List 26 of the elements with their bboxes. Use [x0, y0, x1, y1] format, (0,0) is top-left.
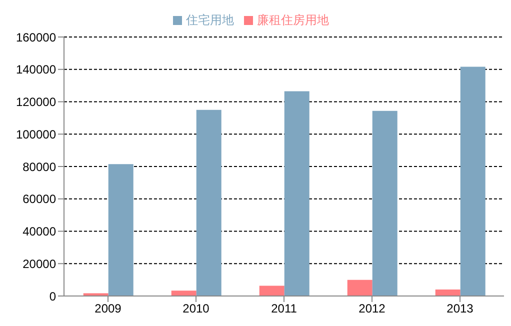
bar — [347, 280, 372, 296]
y-tick-label: 40000 — [22, 224, 56, 239]
bar — [435, 290, 460, 296]
bar — [171, 290, 196, 296]
x-tick-label: 2011 — [271, 302, 298, 316]
bar — [196, 110, 222, 296]
bar — [108, 164, 134, 296]
bar — [259, 286, 284, 296]
y-tick-label: 160000 — [16, 30, 56, 44]
legend-label: 住宅用地 — [186, 13, 234, 27]
bar — [460, 66, 486, 296]
x-tick-label: 2013 — [446, 302, 474, 316]
y-tick-label: 60000 — [22, 192, 56, 206]
bar — [284, 91, 310, 296]
x-tick-label: 2010 — [182, 302, 210, 316]
y-tick-label: 80000 — [22, 160, 56, 174]
x-tick-label: 2009 — [94, 302, 122, 316]
y-tick-label: 140000 — [16, 62, 56, 77]
y-tick-label: 0 — [49, 289, 56, 304]
y-tick-label: 120000 — [16, 95, 56, 110]
bar — [83, 293, 108, 296]
y-tick-label: 20000 — [22, 256, 56, 271]
bar — [372, 110, 398, 296]
y-tick-label: 100000 — [16, 127, 56, 142]
x-tick-label: 2012 — [358, 302, 386, 316]
legend-label: 廉租住房用地 — [257, 13, 329, 27]
